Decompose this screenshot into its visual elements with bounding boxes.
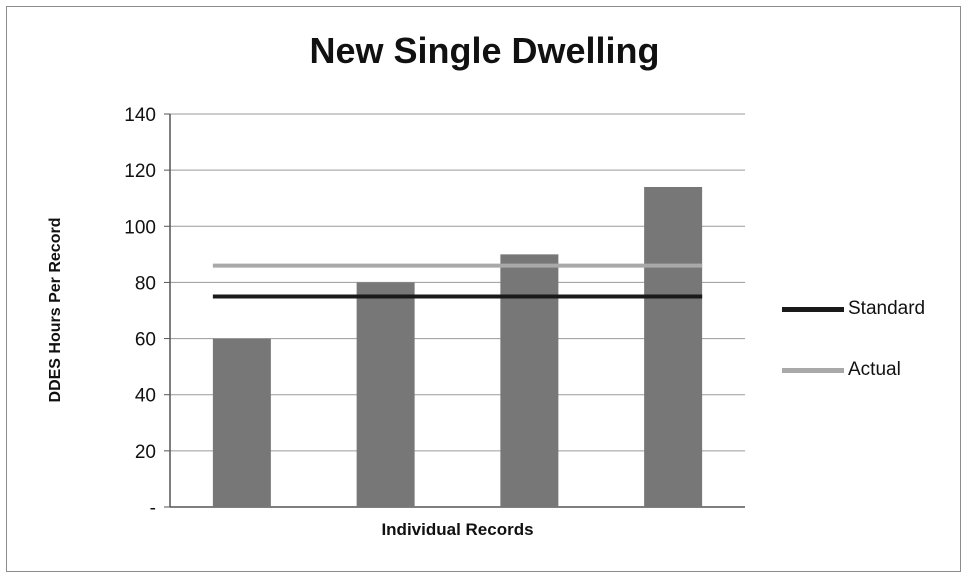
chart-frame <box>6 6 961 572</box>
bar-1 <box>212 338 271 507</box>
y-tick-label-80: 80 <box>135 273 156 294</box>
y-tick-label-120: 120 <box>124 161 156 182</box>
legend-label-standard: Standard <box>848 298 926 319</box>
legend-swatch-standard <box>782 306 844 312</box>
x-axis-label: Individual Records <box>381 520 534 539</box>
bar-4 <box>644 186 703 507</box>
legend: Standard Actual <box>782 294 925 416</box>
y-tick-label-20: 20 <box>135 442 156 463</box>
chart-title: New Single Dwelling <box>309 30 660 71</box>
legend-label-actual: Actual <box>848 359 901 380</box>
bar-3 <box>500 254 559 507</box>
y-tick-label-0: - <box>150 498 156 519</box>
y-tick-label-100: 100 <box>124 217 156 238</box>
legend-swatch-actual <box>782 367 844 373</box>
y-tick-label-40: 40 <box>135 386 156 407</box>
legend-item-actual: Actual <box>782 355 925 385</box>
legend-item-standard: Standard <box>782 294 925 324</box>
bar-2 <box>356 282 415 507</box>
y-tick-label-60: 60 <box>135 330 156 351</box>
y-tick-label-140: 140 <box>124 105 156 126</box>
